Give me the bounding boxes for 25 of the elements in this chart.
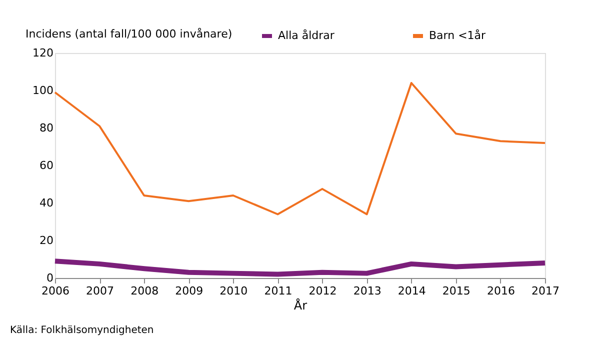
y-tick-label: 60 — [40, 159, 54, 172]
line-series — [54, 82, 546, 216]
x-tick-label: 2009 — [175, 284, 204, 298]
x-tick-label: 2007 — [86, 284, 114, 298]
y-tick-label: 20 — [40, 234, 54, 247]
legend-label: Barn <1år — [429, 29, 486, 42]
x-tick-label: 2014 — [398, 284, 426, 298]
y-tick-label: 0 — [46, 272, 54, 284]
x-tick-label: 2010 — [220, 284, 248, 298]
y-tick-label: 120 — [32, 46, 54, 60]
x-tick-label: 2011 — [264, 284, 292, 298]
x-tick-label: 2013 — [353, 284, 382, 298]
y-tick-label: 100 — [32, 84, 54, 97]
x-tick-label: 2012 — [308, 284, 337, 298]
y-axis-title: Incidens (antal fall/100 000 invånare) — [26, 28, 232, 40]
x-tick-label: 2006 — [42, 284, 70, 298]
x-tick-label: 2015 — [442, 284, 470, 298]
y-tick-label: 40 — [40, 196, 54, 210]
x-tick-label: 2017 — [532, 284, 560, 298]
x-axis-title: År — [294, 298, 308, 312]
legend-label: Alla åldrar — [278, 29, 335, 42]
x-tick-label: 2008 — [130, 284, 159, 298]
text: Källa: Folkhälsomyndigheten — [10, 325, 154, 336]
y-tick-label: 80 — [40, 122, 54, 134]
x-tick-label: 2016 — [486, 284, 515, 298]
